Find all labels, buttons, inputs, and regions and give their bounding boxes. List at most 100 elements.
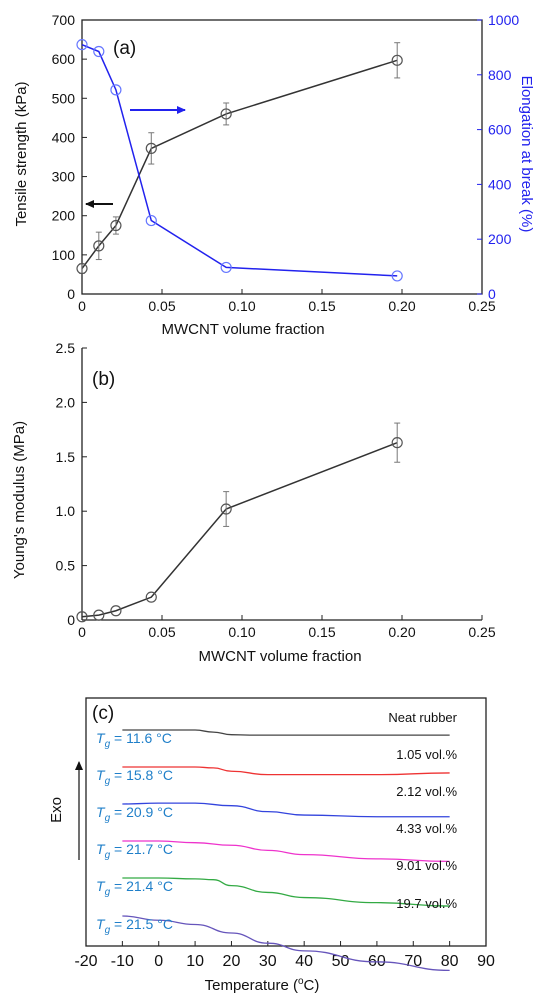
- panel-c-curve-name: 2.12 vol.%: [396, 784, 457, 799]
- panel-b-x-tick-labels: 0 0.05 0.10 0.15 0.20 0.25: [78, 624, 496, 640]
- panel-a-data-point: [220, 108, 232, 120]
- panel-a-plot-area: [76, 19, 483, 295]
- panel-c-tg-label: Tg = 15.8 °C: [96, 767, 173, 787]
- panel-a-data-point: [93, 240, 105, 252]
- x-tick-label: 30: [259, 953, 277, 970]
- panel-a-data-point: [93, 45, 105, 58]
- panel-a-tensile-elongation-chart: 0 0.05 0.10 0.15 0.20 0.25 0 100 200 300 400 500 60…: [13, 12, 534, 338]
- panel-a-data-point: [76, 262, 88, 275]
- panel-c-y-axis-label: Exo: [48, 797, 65, 823]
- panel-b-series-line: [81, 441, 398, 618]
- x-tick-label: 0: [78, 624, 86, 640]
- x-tick-label: 0.20: [388, 298, 415, 314]
- panel-a-right-y-axis-label: Elongation at break (%): [518, 76, 534, 233]
- panel-c-curve-name: Neat rubber: [388, 710, 457, 725]
- panel-b-data-point: [110, 605, 122, 617]
- y-tick-label: 500: [52, 90, 76, 106]
- x-tick-label: 10: [186, 953, 204, 970]
- panel-b-data-point: [145, 591, 157, 603]
- panel-c-curve-5: [122, 915, 450, 972]
- panel-a-label: (a): [113, 38, 136, 59]
- panel-b-x-axis-label: MWCNT volume fraction: [198, 648, 361, 665]
- panel-c-curve-3: [122, 840, 450, 863]
- y-tick-label: 200: [52, 208, 76, 224]
- y2-tick-label: 600: [488, 122, 512, 138]
- panel-c-tg-label: Tg = 21.4 °C: [96, 878, 173, 898]
- x-tick-label: 0.25: [468, 298, 495, 314]
- y-tick-label: 1.0: [56, 503, 76, 519]
- panel-c-frame: [85, 697, 487, 947]
- panel-b-label: (b): [92, 369, 115, 390]
- panel-c-curve-4: [122, 877, 450, 907]
- y-tick-label: 100: [52, 247, 76, 263]
- panel-c-curves: Neat rubber Tg = 11.6 °C 1.05 vol.% Tg = 15…: [96, 710, 458, 972]
- panel-c-tg-label: Tg = 21.5 °C: [96, 916, 173, 936]
- panel-c-tg-label: Tg = 20.9 °C: [96, 804, 173, 824]
- panel-b-youngs-modulus-chart: 0 0.05 0.10 0.15 0.20 0.25 0 0.5 1.0 1.5 2.0 2.5 (…: [11, 340, 496, 665]
- x-tick-label: 40: [295, 953, 313, 970]
- panel-a-data-point: [110, 84, 122, 96]
- panel-b-y-axis-label: Young's modulus (MPa): [11, 421, 28, 579]
- x-tick-label: 0.15: [308, 624, 335, 640]
- panel-b-data-point: [220, 503, 232, 515]
- x-tick-label: 0.05: [148, 624, 175, 640]
- panel-a-data-point: [145, 214, 157, 227]
- x-tick-label: 0: [78, 298, 86, 314]
- panel-b-data-point: [391, 437, 403, 449]
- panel-a-frame: [81, 19, 483, 295]
- x-tick-label: 0.05: [148, 298, 175, 314]
- panel-b-data-point: [76, 611, 88, 623]
- panel-c-tg-label: Tg = 21.7 °C: [96, 841, 173, 861]
- x-tick-label: 0.10: [228, 624, 255, 640]
- y2-tick-label: 400: [488, 176, 512, 192]
- panel-c-curve-1: [122, 766, 450, 776]
- panel-a-data-point: [110, 219, 122, 232]
- panel-c-curve-name: 19.7 vol.%: [396, 896, 457, 911]
- y-tick-label: 2.5: [56, 340, 76, 356]
- panel-b-plot-area: [76, 347, 483, 623]
- panel-c-x-axis-label: Temperature (oC): [205, 976, 320, 994]
- y-tick-label: 600: [52, 51, 76, 67]
- panel-c-curve-name: 4.33 vol.%: [396, 821, 457, 836]
- panel-a-series-line-1: [81, 43, 398, 277]
- y2-tick-label: 800: [488, 67, 512, 83]
- x-tick-label: -10: [111, 953, 134, 970]
- y-tick-label: 0: [67, 612, 75, 628]
- y-tick-label: 0.5: [56, 558, 76, 574]
- panel-b-data-point: [93, 609, 105, 621]
- panel-a-data-point: [220, 261, 232, 274]
- x-tick-label: 0.25: [468, 624, 495, 640]
- y-tick-label: 0: [67, 286, 75, 302]
- panel-c-curve-name: 1.05 vol.%: [396, 747, 457, 762]
- panel-b-y-tick-labels: 0 0.5 1.0 1.5 2.0 2.5: [56, 340, 76, 628]
- y-tick-label: 2.0: [56, 394, 76, 410]
- x-tick-label: 80: [441, 953, 459, 970]
- panel-a-data-point: [76, 39, 88, 51]
- x-tick-label: 90: [477, 953, 495, 970]
- x-tick-label: 50: [332, 953, 350, 970]
- y2-tick-label: 1000: [488, 12, 519, 28]
- panel-c-plot-area: [85, 697, 487, 947]
- y-tick-label: 400: [52, 129, 76, 145]
- panel-a-series-line-0: [81, 59, 398, 270]
- x-tick-label: 0.20: [388, 624, 415, 640]
- x-tick-label: 0.10: [228, 298, 255, 314]
- panel-c-dsc-chart: -20 -10 0 10 20 30 40 50 60 70 80 90 Neat rubberTg …: [48, 697, 495, 994]
- y2-tick-label: 0: [488, 286, 496, 302]
- panel-a-x-tick-labels: 0 0.05 0.10 0.15 0.20 0.25: [78, 298, 496, 314]
- panel-c-curve-name: 9.01 vol.%: [396, 858, 457, 873]
- y-tick-label: 1.5: [56, 449, 76, 465]
- x-tick-label: -20: [74, 953, 97, 970]
- x-tick-label: 20: [223, 953, 241, 970]
- panel-c-label: (c): [92, 703, 114, 724]
- y2-tick-label: 200: [488, 231, 512, 247]
- panel-a-data-point: [391, 54, 403, 66]
- panel-a-x-axis-label: MWCNT volume fraction: [161, 321, 324, 338]
- panel-a-right-y-tick-labels: 0 200 400 600 800 1000: [488, 12, 519, 302]
- panel-c-curve-2: [122, 802, 450, 818]
- panel-a-data-point: [391, 270, 403, 282]
- x-tick-label: 0.15: [308, 298, 335, 314]
- panel-c-tg-label: Tg = 11.6 °C: [96, 730, 172, 750]
